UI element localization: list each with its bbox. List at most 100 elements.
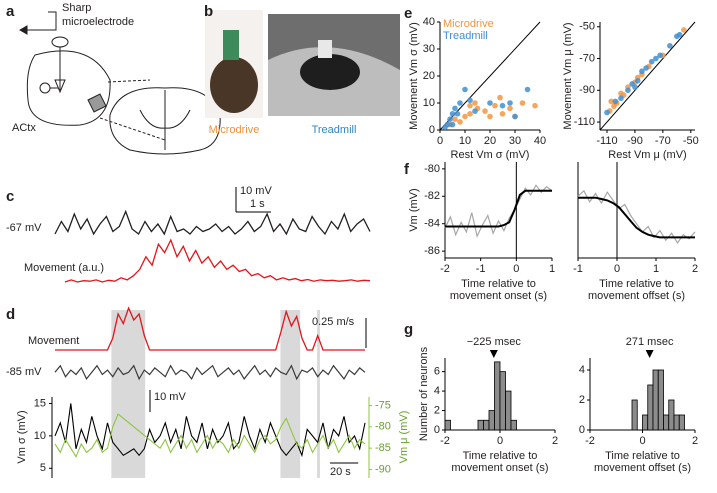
point (444, 121, 451, 128)
bar (488, 410, 495, 431)
y-tick-label: 6 (434, 366, 440, 378)
bar (678, 414, 685, 431)
movement-period (111, 310, 146, 478)
point (604, 109, 610, 116)
y-tick-label: -70 (579, 52, 595, 64)
point (507, 105, 513, 112)
scale-label: 10 mV (240, 185, 272, 197)
point (507, 100, 513, 106)
point (634, 77, 641, 84)
bar (499, 371, 506, 431)
x-tick-label: -2 (585, 435, 595, 447)
point (653, 55, 659, 62)
x-tick-label: -1 (573, 263, 583, 275)
bar (477, 419, 484, 431)
x-axis-label: Time relative to (605, 450, 680, 462)
point (499, 102, 506, 109)
x-axis-label: Time relative to (463, 450, 538, 462)
point (492, 102, 498, 109)
point (472, 100, 478, 106)
photo-label: Microdrive (209, 124, 260, 136)
y-tick-label: 5 (40, 462, 46, 474)
movement-trace (55, 306, 365, 351)
vm-trace (54, 209, 371, 236)
x-tick-label: -110 (596, 135, 617, 147)
x-tick-label: 0 (513, 263, 519, 275)
x-tick-label: 1 (549, 263, 555, 275)
x-axis-label: Rest Vm σ (mV) (451, 149, 530, 161)
bar (652, 369, 659, 431)
x-tick-label: 0 (437, 135, 443, 147)
point (524, 86, 531, 93)
x-tick-label: 0 (614, 263, 620, 275)
region-label: ACtx (12, 122, 36, 134)
recording-diagram (18, 11, 221, 155)
y-tick-label: 0 (579, 424, 585, 436)
annotation-arrow (489, 350, 498, 358)
x-tick-label: 2 (692, 435, 698, 447)
x-tick-label: -2 (440, 263, 450, 275)
y-tick-label: 10 (34, 430, 46, 442)
panel-label: d (6, 306, 15, 323)
point (462, 86, 468, 93)
bar (673, 414, 680, 431)
point (618, 95, 624, 102)
point (457, 119, 463, 125)
x-axis-label: Time relative to (461, 278, 536, 290)
y-axis-label: Vm σ (mV) (16, 410, 28, 463)
bar (483, 419, 490, 431)
y-axis-label: Movement Vm σ (mV) (408, 22, 420, 130)
point (487, 100, 493, 106)
point (452, 105, 458, 112)
scale-label: 20 s (330, 466, 351, 478)
point (657, 52, 663, 59)
bar (505, 390, 512, 431)
point (499, 111, 506, 117)
x-axis-label: Rest Vm μ (mV) (608, 149, 686, 161)
point (462, 113, 468, 120)
y-axis-label: Number of neurons (418, 346, 430, 441)
electrode-label: Sharp (62, 2, 91, 14)
bar (444, 419, 451, 431)
x-tick-label: -70 (655, 135, 671, 147)
x-tick-label: -50 (683, 135, 699, 147)
point (519, 100, 526, 106)
point (512, 113, 518, 120)
x-tick-label: 0 (497, 435, 503, 447)
annotation-arrow (645, 350, 654, 358)
x-tick-label: 10 (459, 135, 471, 147)
x-tick-label: 30 (509, 135, 521, 147)
point (449, 111, 456, 117)
bar (647, 384, 654, 431)
unity-line (599, 21, 696, 131)
bar (494, 361, 501, 431)
panel-label: c (6, 188, 14, 205)
scale-label: 10 mV (154, 391, 186, 403)
point (447, 116, 453, 122)
point (643, 65, 649, 71)
point (625, 87, 631, 94)
x-tick-label: 2 (692, 263, 698, 275)
point (497, 94, 503, 101)
point (472, 108, 478, 114)
y-axis-label: Vm (mV) (408, 188, 420, 231)
y-tick-label: 4 (434, 385, 440, 397)
point (449, 121, 456, 128)
y-tick-label: -84 (424, 218, 440, 230)
stat-line (54, 413, 366, 458)
trace-label: Movement (a.u.) (24, 262, 104, 274)
point (467, 102, 473, 109)
panel-label: f (404, 161, 410, 178)
y-tick-label: 15 (34, 397, 46, 409)
y2-axis-label: Vm μ (mV) (398, 411, 410, 464)
panel-label: e (404, 5, 412, 22)
electrode-label: microelectrode (62, 16, 134, 28)
y-tick-label: -90 (579, 84, 595, 96)
y-tick-label: -50 (579, 21, 595, 33)
y2-tick-label: -85 (375, 442, 391, 454)
annotation-label: 271 msec (626, 336, 674, 348)
x-axis-label: Time relative to (599, 278, 674, 290)
legend-label: Treadmill (443, 30, 488, 42)
y-tick-label: -80 (424, 163, 440, 175)
bar (631, 399, 638, 431)
